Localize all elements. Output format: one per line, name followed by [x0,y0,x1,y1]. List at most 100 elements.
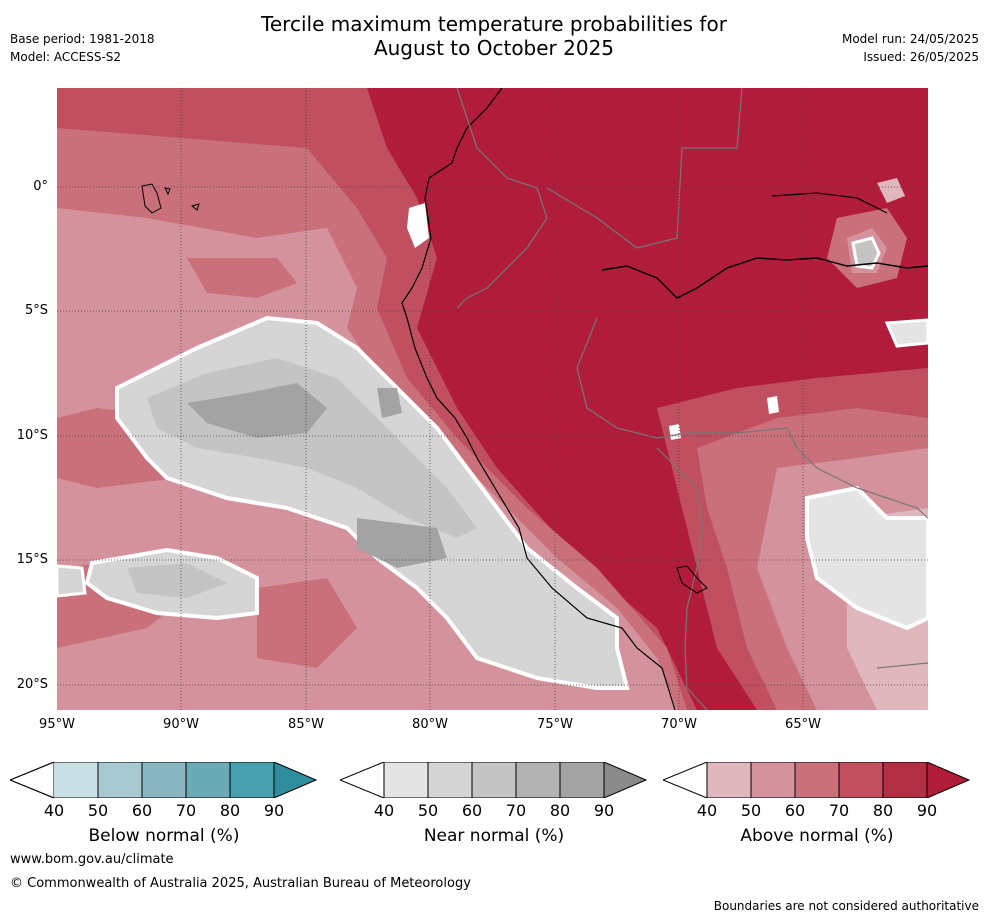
colorbar-below-tick: 60 [131,801,153,820]
galapagos-islands [141,183,162,214]
colorbar-outline [10,762,318,798]
colorbar-swatch [384,762,428,798]
near-normal-ne [851,236,881,270]
title-line-2: August to October 2025 [373,36,615,60]
lon-tick-70w: 70°W [661,717,697,732]
river [771,192,888,214]
colorbar-swatch [274,762,316,798]
colorbar-below-tick: 70 [175,801,197,820]
lat-tick-5s: 5°S [24,303,48,318]
border-bolivia [656,447,708,710]
colorbar-swatch [751,762,795,798]
colorbar-below-normal [10,762,318,798]
coastline [401,88,676,710]
colorbar-above-tick: 50 [740,801,762,820]
colorbar-near-tick: 70 [505,801,527,820]
colorbar-near-tick: 50 [417,801,439,820]
lon-tick-95w: 95°W [39,717,75,732]
white-spot [669,424,681,440]
colorbar-above-tick: 60 [784,801,806,820]
lake-titicaca [676,565,708,594]
colorbar-swatch [54,762,98,798]
near-normal-80-patch [357,518,447,568]
colorbar-below-tick: 50 [87,801,109,820]
colorbar-outline [663,762,971,798]
colorbar-above-normal [663,762,971,798]
lat-tick-0: 0° [33,179,48,194]
amazon-river [601,257,928,299]
colorbar-swatch [472,762,516,798]
colorbar-near-tick: 80 [549,801,571,820]
lon-tick-85w: 85°W [288,717,324,732]
colorbar-swatch [98,762,142,798]
colorbar-below-label: Below normal (%) [88,826,240,846]
colorbar-swatch [230,762,274,798]
shading-70-patch [257,578,357,668]
lon-tick-65w: 65°W [785,717,821,732]
near-normal-80-patch [187,383,327,438]
colorbar-swatch [428,762,472,798]
shading-70-patch [187,258,297,298]
lat-tick-15s: 15°S [16,552,48,567]
colorbar-above-tick: 80 [872,801,894,820]
issued-text: Issued: 26/05/2025 [863,50,979,64]
shading-50-ne [877,178,905,203]
near-normal-80-patch [377,388,402,418]
lon-tick-80w: 80°W [412,717,448,732]
meta-right: Model run: 24/05/2025 Issued: 26/05/2025 [842,30,979,66]
colorbar-swatch [340,762,384,798]
colorbar-swatch [604,762,646,798]
title-line-1: Tercile maximum temperature probabilitie… [261,12,727,36]
colorbar-swatch [560,762,604,798]
colorbar-below-tick: 80 [219,801,241,820]
colorbar-near-tick: 60 [461,801,483,820]
colorbar-swatch [516,762,560,798]
colorbar-swatch [795,762,839,798]
galapagos-islands [190,203,200,211]
colorbar-near-normal [340,762,648,798]
white-spot [767,396,779,414]
border-ecuador [456,88,548,309]
colorbar-swatch [707,762,751,798]
colorbar-above-label: Above normal (%) [740,826,894,846]
near-normal-60-patch [127,563,227,598]
colorbar-above-tick: 90 [916,801,938,820]
border-paraguay [876,662,928,669]
model-run-text: Model run: 24/05/2025 [841,32,979,46]
colorbar-above-tick: 40 [696,801,718,820]
colorbar-swatch [186,762,230,798]
colorbar-above-tick: 70 [828,801,850,820]
colorbar-near-tick: 40 [373,801,395,820]
border-colombia [546,88,743,249]
meta-left: Base period: 1981-2018 Model: ACCESS-S2 [10,30,155,66]
galapagos-islands [164,187,171,196]
colorbar-outline [340,762,648,798]
colorbar-below-tick: 40 [43,801,65,820]
probability-map [57,88,928,710]
colorbar-below-tick: 90 [263,801,285,820]
colorbar-swatch [10,762,55,798]
near-normal-edge [57,564,87,598]
map-title: Tercile maximum temperature probabilitie… [0,12,988,60]
copyright-text: © Commonwealth of Australia 2025, Austra… [10,876,471,891]
disclaimer-text: Boundaries are not considered authoritat… [713,899,979,913]
colorbar-swatch [883,762,927,798]
colorbar-near-tick: 90 [593,801,615,820]
colorbar-swatch [927,762,969,798]
graticule [57,88,928,710]
lon-tick-90w: 90°W [163,717,199,732]
lat-tick-10s: 10°S [16,428,48,443]
lon-tick-75w: 75°W [537,717,573,732]
website-link[interactable]: www.bom.gov.au/climate [10,852,174,867]
near-normal-patch-east [884,318,928,348]
colorbar-near-label: Near normal (%) [423,826,565,846]
colorbar-swatch [663,762,707,798]
near-normal-region-east [805,485,928,631]
white-spot [407,203,429,248]
colorbar-swatch [839,762,883,798]
lat-tick-20s: 20°S [16,677,48,692]
colorbar-swatch [142,762,186,798]
model-text: Model: ACCESS-S2 [10,50,122,64]
base-period-text: Base period: 1981-2018 [10,32,155,46]
border-brazil [576,317,928,519]
